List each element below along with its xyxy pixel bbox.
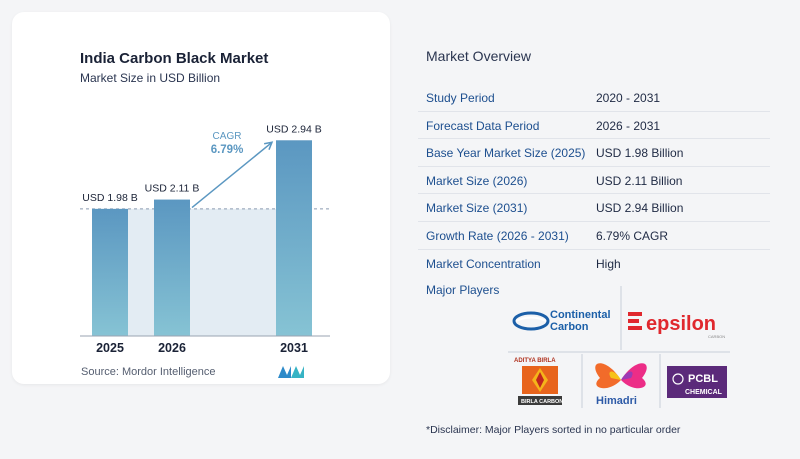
overview-row-value: USD 2.94 Billion (596, 201, 684, 216)
overview-row: Forecast Data Period 2026 - 2031 (418, 112, 770, 140)
baseline-band (128, 208, 276, 336)
overview-row-label: Market Size (2026) (426, 173, 528, 188)
chart-subtitle: Market Size in USD Billion (80, 71, 221, 85)
bar-2025 (92, 208, 128, 336)
cagr-label: CAGR (213, 131, 242, 142)
continental-carbon-logo: Continental Carbon (512, 309, 611, 333)
x-tick-2031: 2031 (280, 341, 308, 355)
overview-row-label: Base Year Market Size (2025) (426, 146, 586, 161)
chart-source: Source: Mordor Intelligence (81, 366, 216, 378)
birla-logo-top: ADITYA BIRLA (514, 358, 556, 364)
birla-carbon-logo: ADITYA BIRLA BIRLA CARBON (514, 358, 563, 405)
himadri-logo: Himadri (595, 363, 647, 407)
continental-logo-top: Continental (550, 309, 611, 321)
overview-row-value: USD 1.98 Billion (596, 146, 684, 161)
cagr-arrow (191, 141, 273, 209)
birla-logo-bottom: BIRLA CARBON (521, 399, 563, 405)
overview-row: Study Period 2020 - 2031 (418, 84, 770, 112)
overview-row-label: Market Concentration (426, 256, 541, 271)
cagr-arrow-head (263, 141, 274, 150)
mordor-intelligence-logo (278, 366, 304, 378)
pcbl-logo-top: PCBL (688, 373, 718, 385)
market-overview-table: Study Period 2020 - 2031 Forecast Data Per… (418, 84, 770, 276)
chart-title: India Carbon Black Market (80, 50, 269, 67)
major-players-title: Major Players (426, 283, 500, 297)
overview-row: Base Year Market Size (2025) USD 1.98 Bil… (418, 139, 770, 167)
pcbl-chemical-logo: PCBL CHEMICAL (667, 366, 727, 398)
disclaimer: *Disclaimer: Major Players sorted in no … (426, 424, 681, 436)
overview-row-value: 6.79% CAGR (596, 228, 669, 243)
x-tick-2026: 2026 (158, 341, 186, 355)
overview-row-value: 2026 - 2031 (596, 118, 661, 133)
overview-row: Market Concentration High (418, 250, 770, 277)
overview-row-label: Market Size (2031) (426, 201, 528, 216)
overview-row: Market Size (2026) USD 2.11 Billion (418, 167, 770, 195)
bar-2026 (154, 199, 190, 336)
data-label-2025: USD 1.98 B (82, 192, 137, 204)
data-label-2031: USD 2.94 B (266, 123, 321, 135)
epsilon-carbon-logo: epsilon CARBON (628, 312, 725, 339)
pcbl-logo-bottom: CHEMICAL (685, 389, 723, 396)
overview-row: Market Size (2031) USD 2.94 Billion (418, 194, 770, 222)
overview-row-label: Study Period (426, 91, 495, 105)
cagr-value: 6.79% (211, 144, 244, 156)
overview-row-label: Growth Rate (2026 - 2031) (426, 228, 569, 243)
overview-row-label: Forecast Data Period (426, 118, 540, 133)
bar-chart: USD 1.98 B 2025 USD 2.11 B 2026 USD 2.94 B 20… (80, 123, 330, 355)
overview-row: Growth Rate (2026 - 2031) 6.79% CAGR (418, 222, 770, 250)
continental-logo-bottom: Carbon (550, 321, 589, 333)
overview-row-value: USD 2.11 Billion (596, 173, 683, 188)
overview-row-value: 2020 - 2031 (596, 91, 661, 105)
major-players-logos: Continental Carbon epsilon CARBON ADITYA… (508, 286, 730, 408)
epsilon-logo-sub: CARBON (708, 334, 725, 339)
overview-row-value: High (596, 256, 621, 271)
data-label-2026: USD 2.11 B (145, 183, 200, 195)
himadri-logo-text: Himadri (596, 395, 637, 407)
market-overview-title: Market Overview (426, 48, 532, 64)
x-tick-2025: 2025 (96, 341, 124, 355)
bar-2031 (276, 140, 312, 336)
epsilon-logo-main: epsilon (646, 313, 716, 335)
